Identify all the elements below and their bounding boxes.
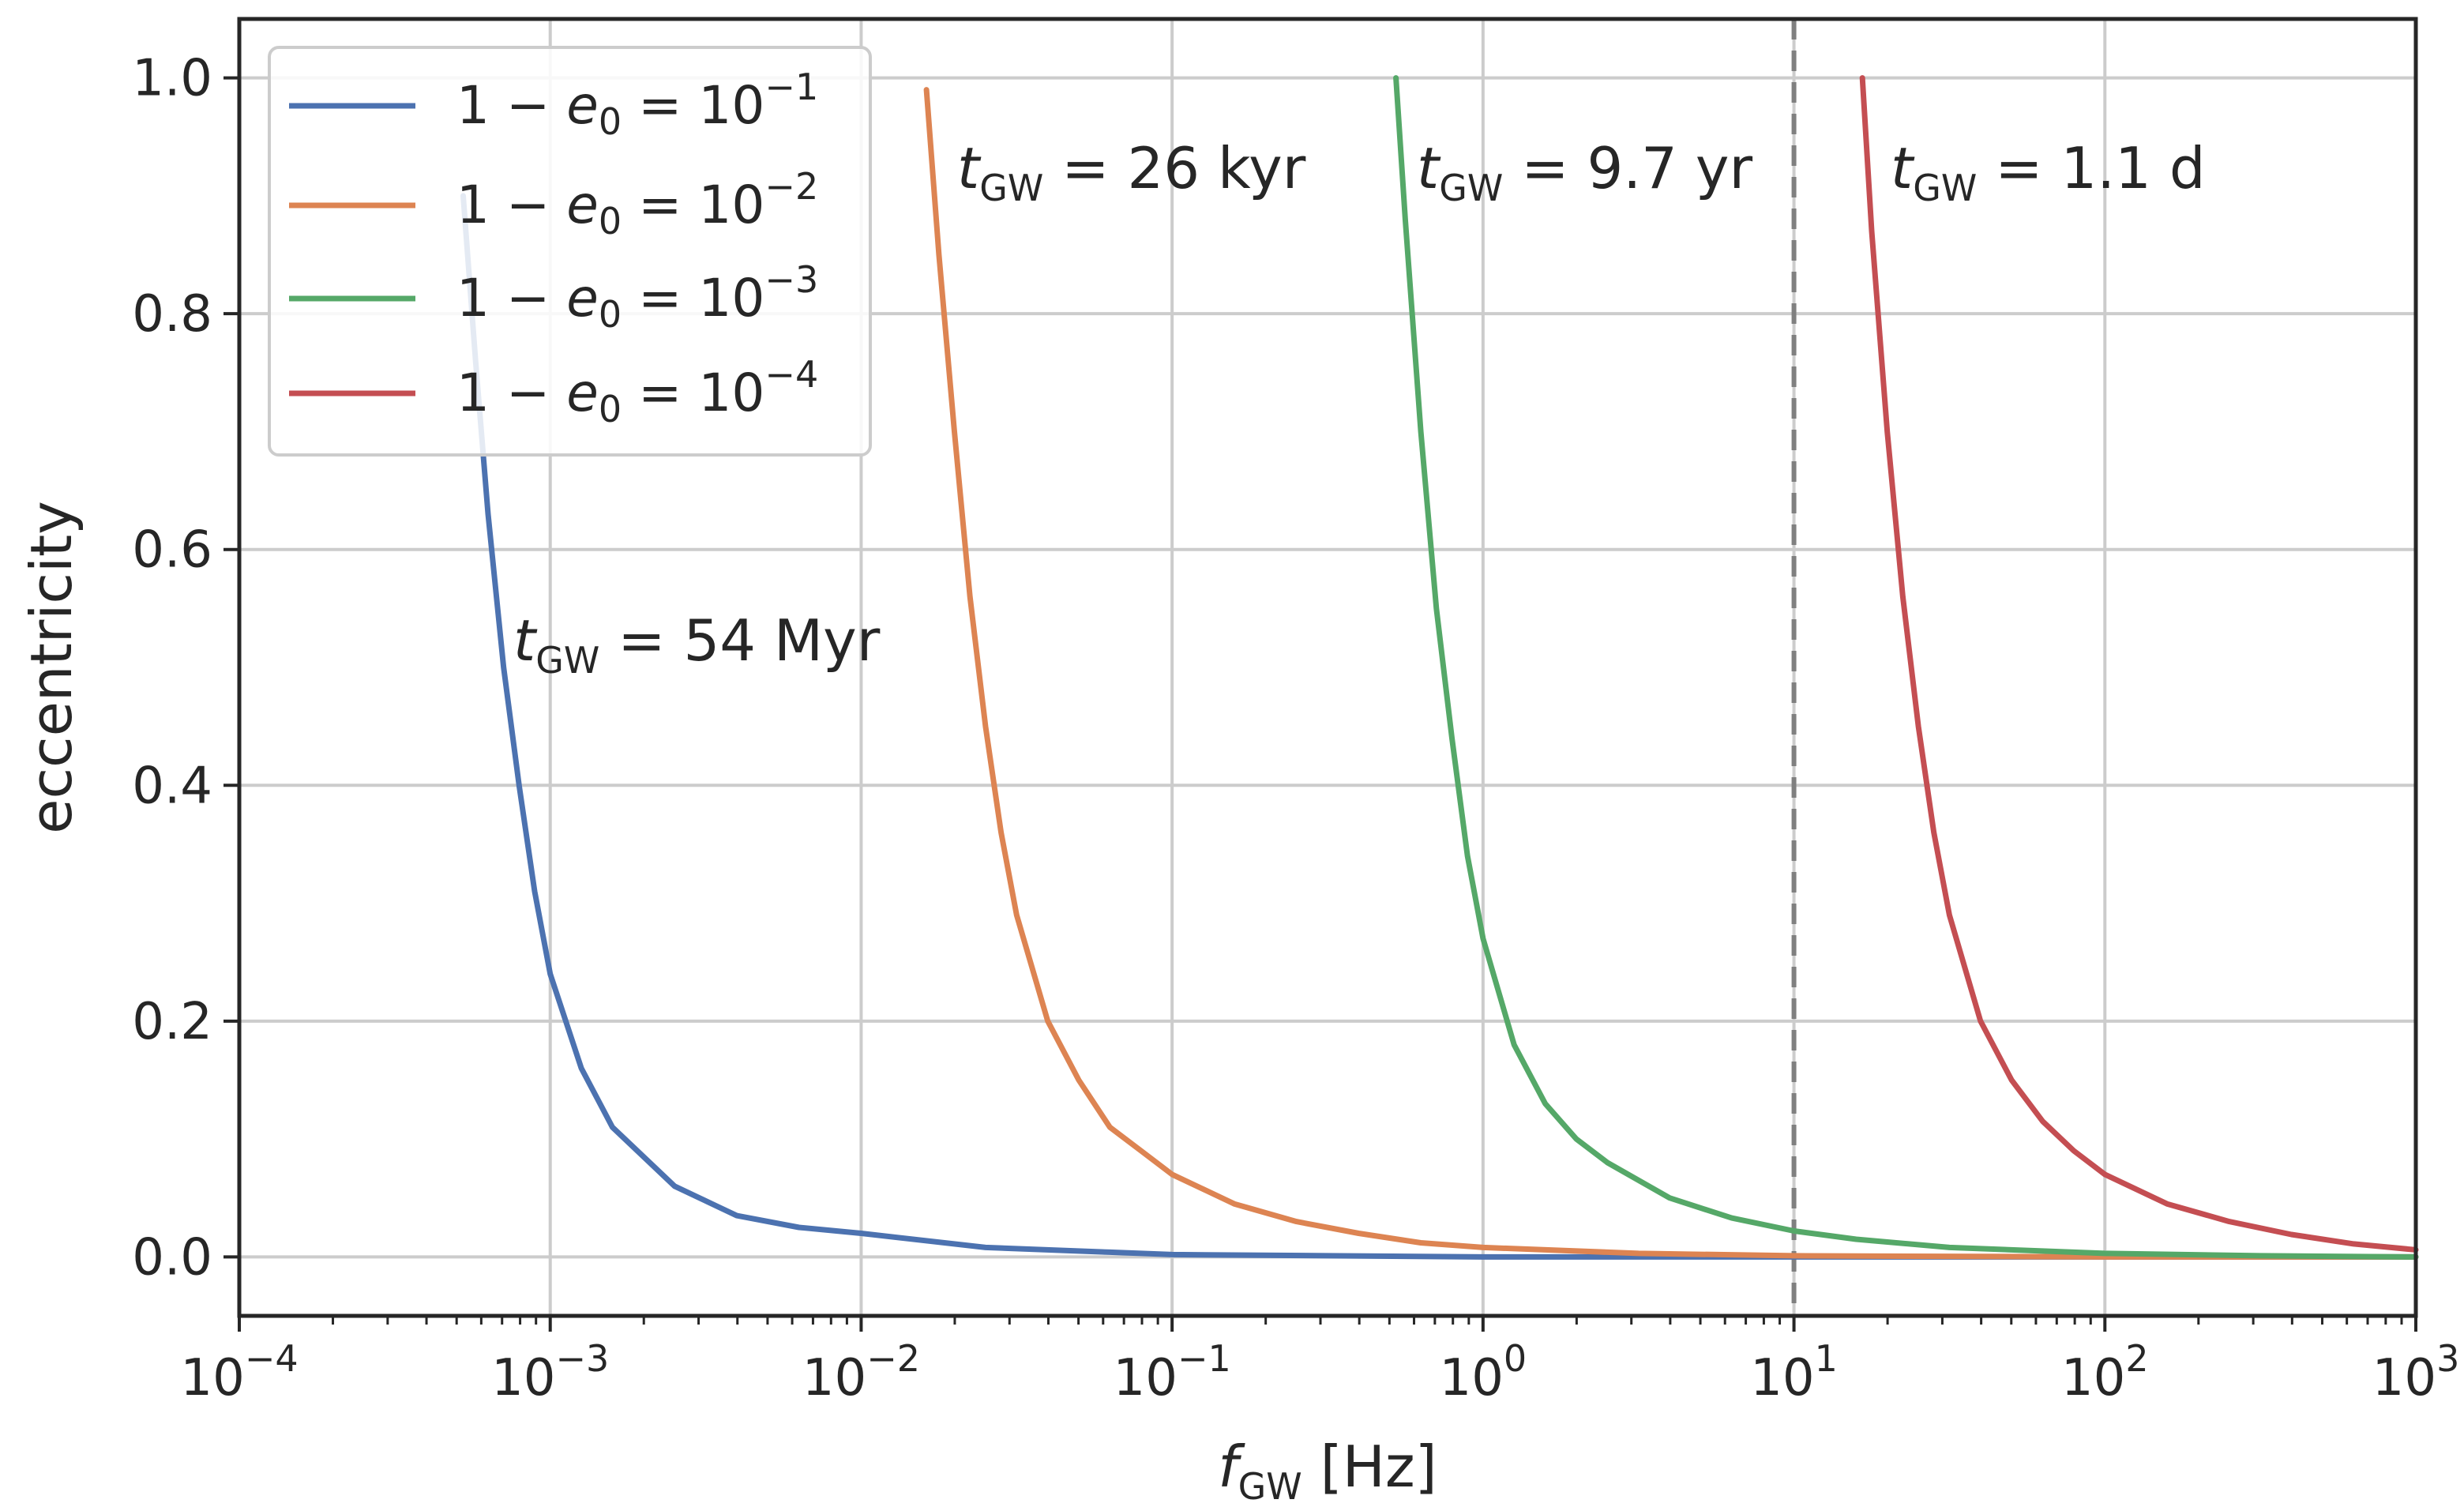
series-line-1 [460, 193, 2419, 1260]
annotation-series-4: tGW = 1.1 d [1891, 135, 2206, 209]
x-tick-label: 10−3 [491, 1337, 609, 1407]
legend: 1 − e0 = 10−1 1 − e0 = 10−2 1 − e0 = 10−… [268, 46, 872, 457]
x-tick-label: 10−2 [802, 1337, 920, 1407]
series-line-3 [1393, 75, 2419, 1260]
x-tick-label: 101 [1750, 1337, 1838, 1407]
y-tick-label: 0.6 [132, 521, 212, 580]
x-axis-label: fGW [Hz] [1218, 1434, 1437, 1507]
annotation-series-3: tGW = 9.7 yr [1417, 135, 1752, 209]
series-line-4 [1859, 75, 2419, 1253]
legend-label: 1 − e0 = 10−3 [456, 258, 818, 336]
legend-box [268, 46, 872, 457]
x-tick-label: 10−4 [180, 1337, 298, 1407]
major-ticks [223, 76, 2417, 1332]
x-tick-label: 10−1 [1114, 1337, 1231, 1407]
x-tick-label: 100 [1439, 1337, 1527, 1407]
y-tick-label: 1.0 [132, 50, 212, 108]
legend-label: 1 − e0 = 10−4 [456, 353, 818, 430]
y-tick-label: 0.2 [132, 993, 212, 1051]
series [460, 75, 2419, 1260]
plot-frame [237, 17, 2418, 1318]
annotation-series-1: tGW = 54 Myr [513, 607, 881, 682]
series-line-2 [923, 87, 2419, 1260]
x-tick-labels: 10−4 10−3 10−2 10−1 100 101 102 103 [180, 1337, 2459, 1407]
annotation-series-2: tGW = 26 kyr [957, 135, 1306, 209]
y-tick-label: 0.0 [132, 1228, 212, 1287]
y-axis-label: eccentricity [18, 501, 85, 834]
x-tick-label: 103 [2372, 1337, 2460, 1407]
y-tick-label: 0.4 [132, 757, 212, 815]
legend-label: 1 − e0 = 10−1 [456, 66, 818, 143]
x-tick-label: 102 [2061, 1337, 2149, 1407]
y-tick-labels: 0.0 0.2 0.4 0.6 0.8 1.0 [132, 50, 212, 1287]
legend-label: 1 − e0 = 10−2 [456, 165, 818, 242]
y-tick-label: 0.8 [132, 285, 212, 344]
